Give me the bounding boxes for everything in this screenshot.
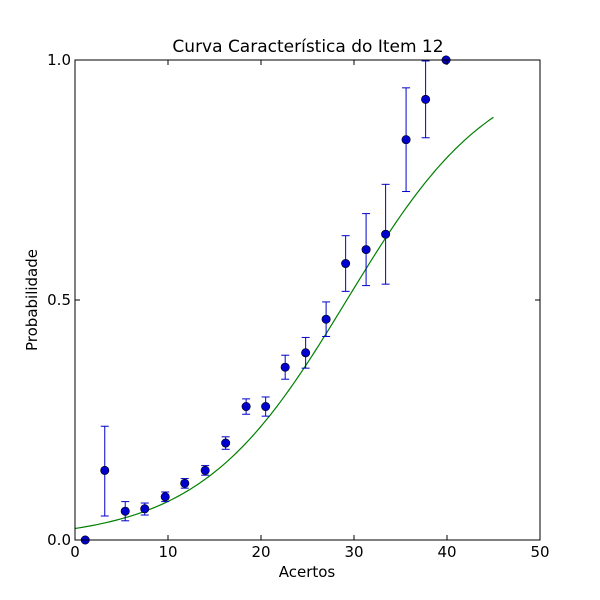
data-point-6 <box>200 465 210 475</box>
data-point-11 <box>301 348 311 358</box>
data-point-8 <box>241 402 251 412</box>
data-point-5 <box>180 478 190 488</box>
data-point-4 <box>160 492 170 502</box>
y-tick-label-2: 1.0 <box>47 51 71 69</box>
x-tick-label-0: 0 <box>70 543 80 561</box>
data-point-10 <box>280 362 290 372</box>
data-point-14 <box>361 245 371 255</box>
plot-area <box>75 60 540 540</box>
data-point-3 <box>140 504 150 514</box>
data-point-1 <box>100 465 110 475</box>
chart-title: Curva Característica do Item 12 <box>172 37 443 57</box>
tick-layer: 0 10 20 30 40 50 0.0 0.5 1.0 <box>47 51 549 561</box>
x-tick-label-1: 10 <box>158 543 177 561</box>
data-point-12 <box>321 314 331 324</box>
data-point-7 <box>221 438 231 448</box>
y-tick-label-1: 0.5 <box>47 291 71 309</box>
x-tick-label-3: 30 <box>344 543 363 561</box>
x-tick-label-2: 20 <box>251 543 270 561</box>
errorbar-layer <box>100 60 430 522</box>
y-tick-label-0: 0.0 <box>47 531 71 549</box>
points-layer <box>80 55 451 545</box>
data-point-2 <box>120 506 130 516</box>
x-tick-label-5: 50 <box>530 543 549 561</box>
data-point-17 <box>421 94 431 104</box>
x-axis-label: Acertos <box>279 563 336 581</box>
data-point-15 <box>381 229 391 239</box>
data-point-13 <box>341 259 351 269</box>
y-axis-label: Probabilidade <box>23 249 41 351</box>
data-point-9 <box>261 402 271 412</box>
data-point-16 <box>401 135 411 145</box>
x-tick-label-4: 40 <box>437 543 456 561</box>
